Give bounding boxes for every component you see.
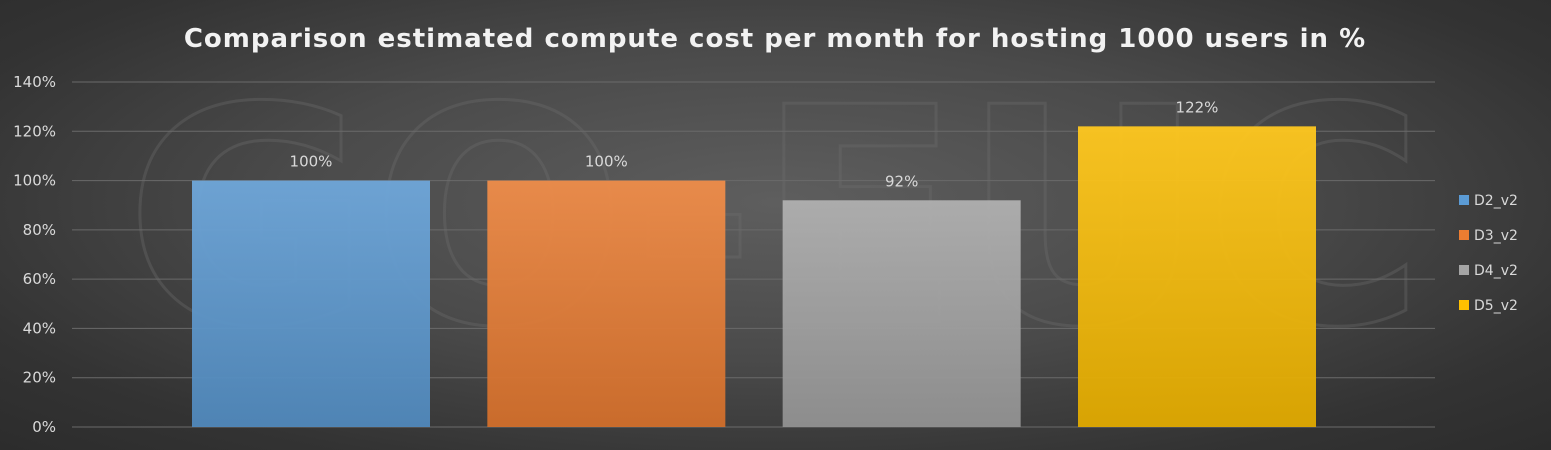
bar-d4-v2 [782,200,1021,427]
bar-d3-v2 [487,180,726,427]
legend-label: D4_v2 [1474,263,1518,279]
y-tick-label: 80% [23,221,56,239]
data-label: 100% [290,153,333,171]
y-tick-label: 60% [23,270,56,288]
y-tick-label: 140% [13,73,56,91]
bar-d2-v2 [192,180,430,427]
y-tick-label: 120% [13,122,56,140]
data-label: 122% [1176,98,1219,116]
y-tick-label: 0% [32,418,56,436]
legend-swatch [1459,230,1469,240]
data-label: 92% [885,172,918,190]
legend: D2_v2 D3_v2 D4_v2 D5_v2 [1459,193,1518,314]
y-tick-label: 100% [13,172,56,190]
legend-label: D3_v2 [1474,228,1518,244]
legend-swatch [1459,195,1469,205]
data-label: 100% [585,153,628,171]
y-tick-label: 40% [23,319,56,337]
legend-label: D2_v2 [1474,193,1518,209]
y-axis-ticks: 0% 20% 40% 60% 80% 100% 120% 140% [13,73,56,436]
legend-swatch [1459,265,1469,275]
legend-label: D5_v2 [1474,298,1518,314]
bars [192,126,1316,427]
bar-d5-v2 [1078,126,1316,427]
legend-swatch [1459,300,1469,310]
data-labels: 100% 100% 92% 122% [290,98,1219,190]
chart-title: Comparison estimated compute cost per mo… [184,24,1366,54]
y-tick-label: 20% [23,369,56,387]
